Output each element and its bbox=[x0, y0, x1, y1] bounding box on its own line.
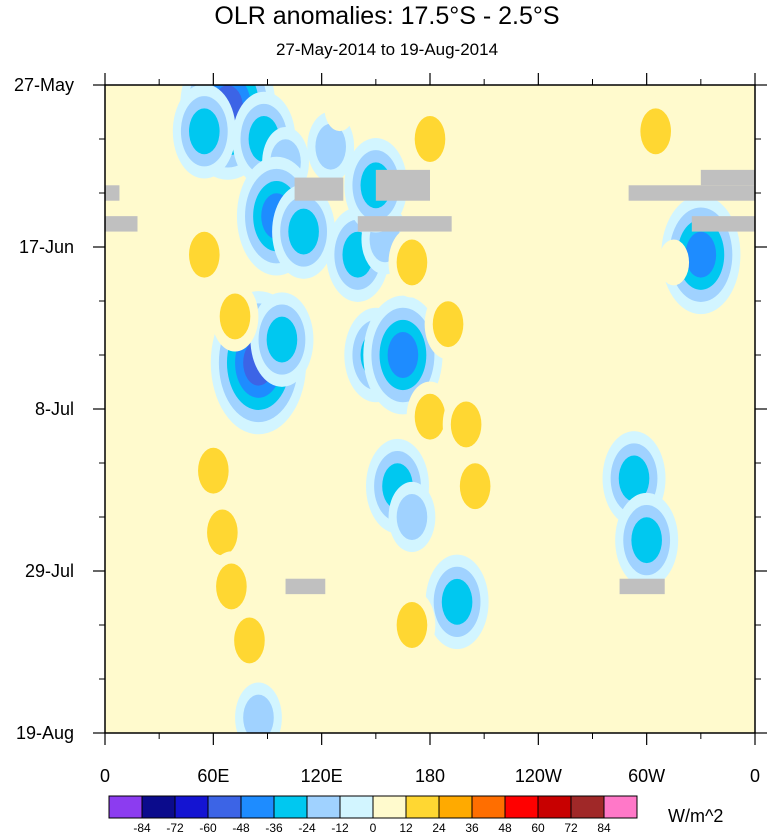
colorbar-box bbox=[174, 795, 209, 819]
anomaly-blob bbox=[243, 694, 274, 733]
x-tick-label: 0 bbox=[750, 766, 760, 786]
anomaly-blob bbox=[198, 447, 229, 494]
colorbar-label: -12 bbox=[331, 821, 349, 834]
anomaly-blob bbox=[414, 116, 446, 162]
anomaly-blob bbox=[631, 517, 662, 564]
colorbar-box bbox=[372, 795, 407, 819]
colorbar-label: -72 bbox=[166, 821, 184, 834]
colorbar-box bbox=[207, 795, 242, 819]
missing-data-region bbox=[619, 578, 665, 595]
anomaly-blob bbox=[288, 208, 319, 255]
axis-ticks bbox=[93, 73, 767, 745]
colorbar-label: 24 bbox=[432, 821, 446, 834]
colorbar-label: -24 bbox=[298, 821, 316, 834]
colorbar-label: 0 bbox=[370, 821, 377, 834]
missing-data-region bbox=[375, 169, 430, 201]
y-tick-label: 17-Jun bbox=[19, 237, 74, 257]
colorbar-box bbox=[570, 795, 605, 819]
anomaly-blob bbox=[631, 679, 662, 726]
colorbar-label: 12 bbox=[399, 821, 413, 834]
anomaly-blob bbox=[450, 85, 482, 132]
colorbar-box bbox=[108, 795, 143, 819]
y-tick-label: 27-May bbox=[14, 75, 74, 95]
colorbar-label: -36 bbox=[265, 821, 283, 834]
anomaly-blob bbox=[234, 617, 265, 664]
missing-data-region bbox=[628, 185, 755, 201]
anomaly-blob bbox=[189, 108, 220, 155]
x-axis-labels: 0 60E 120E 180 120W 60W 0 bbox=[100, 766, 760, 786]
anomaly-blob bbox=[658, 239, 690, 286]
colorbar-units: W/m^2 bbox=[668, 806, 724, 826]
y-tick-label: 19-Aug bbox=[16, 723, 74, 743]
colorbar-label: 72 bbox=[564, 821, 578, 834]
chart-subtitle: 27-May-2014 to 19-Aug-2014 bbox=[275, 40, 499, 59]
colorbar-label: -48 bbox=[232, 821, 250, 834]
missing-data-regions bbox=[105, 169, 755, 595]
colorbar-box bbox=[504, 795, 539, 819]
anomaly-blob bbox=[432, 301, 464, 348]
anomaly-blob bbox=[450, 401, 482, 448]
anomaly-blob bbox=[396, 494, 428, 540]
colorbar-box bbox=[240, 795, 275, 819]
missing-data-region bbox=[105, 216, 138, 232]
anomaly-blob bbox=[685, 231, 717, 278]
x-tick-label: 0 bbox=[100, 766, 110, 786]
missing-data-region bbox=[357, 216, 452, 232]
anomaly-blob bbox=[396, 602, 428, 648]
anomaly-blob bbox=[324, 85, 356, 132]
colorbar-box bbox=[339, 795, 374, 819]
anomaly-blob bbox=[414, 393, 446, 440]
colorbar-box bbox=[405, 795, 440, 819]
x-tick-label: 60W bbox=[628, 766, 665, 786]
anomaly-blob bbox=[618, 455, 650, 502]
anomaly-blob bbox=[207, 509, 238, 556]
anomaly-blob bbox=[459, 463, 491, 510]
x-tick-label: 120W bbox=[515, 766, 562, 786]
colorbar-label: 36 bbox=[465, 821, 479, 834]
y-tick-label: 29-Jul bbox=[25, 561, 74, 581]
anomaly-field bbox=[172, 85, 741, 733]
anomaly-blob bbox=[315, 123, 346, 170]
x-tick-label: 120E bbox=[301, 766, 343, 786]
anomaly-blob bbox=[189, 231, 220, 278]
missing-data-region bbox=[691, 216, 755, 232]
colorbar-box bbox=[471, 795, 506, 819]
colorbar bbox=[108, 795, 638, 819]
y-tick-label: 8-Jul bbox=[35, 399, 74, 419]
colorbar-box bbox=[438, 795, 473, 819]
missing-data-region bbox=[294, 177, 344, 201]
colorbar-box bbox=[537, 795, 572, 819]
colorbar-label: 84 bbox=[597, 821, 611, 834]
colorbar-labels: -84 -72 -60 -48 -36 -24 -12 0 12 24 36 48 60 72 84 bbox=[133, 821, 611, 834]
x-tick-label: 60E bbox=[197, 766, 229, 786]
missing-data-region bbox=[105, 185, 120, 201]
colorbar-label: 60 bbox=[531, 821, 545, 834]
y-axis-labels: 27-May 17-Jun 8-Jul 29-Jul 19-Aug bbox=[14, 75, 74, 743]
colorbar-box bbox=[141, 795, 176, 819]
colorbar-label: -84 bbox=[133, 821, 151, 834]
anomaly-blob bbox=[640, 108, 671, 155]
colorbar-label: -60 bbox=[199, 821, 217, 834]
colorbar-box bbox=[306, 795, 341, 819]
anomaly-blob bbox=[266, 316, 298, 363]
x-tick-label: 180 bbox=[415, 766, 445, 786]
anomaly-blob bbox=[396, 239, 428, 286]
colorbar-box bbox=[273, 795, 308, 819]
anomaly-blob bbox=[219, 293, 251, 340]
anomaly-blob bbox=[441, 578, 473, 625]
colorbar-label: 48 bbox=[498, 821, 512, 834]
colorbar-box bbox=[603, 795, 638, 819]
missing-data-region bbox=[285, 578, 326, 595]
anomaly-blob bbox=[216, 563, 247, 610]
chart-title: OLR anomalies: 17.5°S - 2.5°S bbox=[214, 2, 560, 30]
missing-data-region bbox=[700, 169, 755, 186]
anomaly-blob bbox=[387, 332, 419, 378]
